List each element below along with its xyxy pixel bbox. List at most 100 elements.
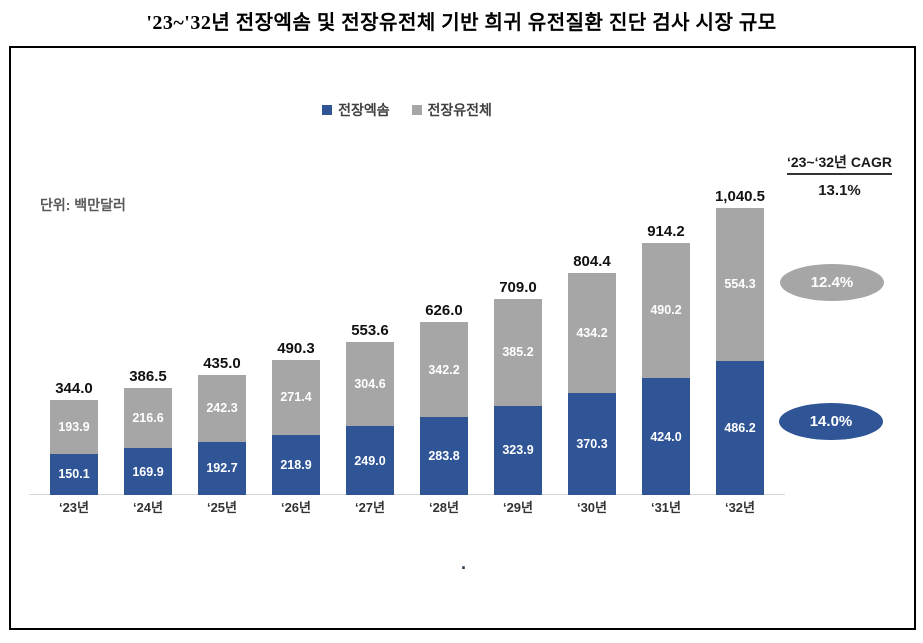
bar-segment-genome: 242.3 (198, 374, 246, 442)
bar-segment-value: 283.8 (428, 448, 460, 463)
bar-segment-value: 490.2 (650, 303, 682, 318)
bar-segment-value: 150.1 (58, 467, 90, 482)
cagr-oval-exome-value: 14.0% (809, 413, 853, 430)
x-axis-label: ‘23년 (58, 500, 90, 515)
bar-segment-genome: 385.2 (494, 299, 542, 406)
bar-segment-value: 271.4 (280, 390, 312, 405)
bar-segment-value: 554.3 (724, 277, 756, 292)
bar-group: 804.4 434.2 370.3 ‘30년 (555, 48, 629, 519)
bar-segment-value: 249.0 (354, 453, 386, 468)
bar-segment-exome: 192.7 (198, 441, 246, 495)
x-axis-label: ‘27년 (354, 500, 386, 515)
bar-segment-value: 218.9 (280, 457, 312, 472)
bar-group: 626.0 342.2 283.8 ‘28년 (407, 48, 481, 519)
bar-stack: 385.2 323.9 (494, 299, 542, 495)
bar-total-label: 914.2 (647, 222, 685, 240)
legend-swatch-exome-icon (322, 105, 333, 115)
bar-total-label: 804.4 (573, 253, 611, 271)
bar-total-label: 344.0 (55, 380, 93, 398)
bar-stack: 490.2 424.0 (642, 242, 690, 495)
legend-label-exome: 전장엑솜 (338, 102, 390, 118)
chart-legend: 전장엑솜 전장유전체 (37, 100, 777, 120)
cagr-header: ‘23~‘32년 CAGR (786, 152, 893, 175)
x-axis-line (29, 494, 785, 495)
x-axis-label: ‘25년 (206, 500, 238, 515)
bar-stack: 434.2 370.3 (568, 273, 616, 495)
legend-swatch-genome-icon (411, 105, 422, 115)
bar-segment-value: 385.2 (502, 345, 534, 360)
bar-segment-genome: 490.2 (642, 242, 690, 378)
bar-segment-value: 323.9 (502, 443, 534, 458)
bar-segment-genome: 216.6 (124, 388, 172, 449)
bar-total-label: 709.0 (499, 279, 537, 297)
x-axis-label: ‘29년 (502, 500, 534, 515)
cagr-block: ‘23~‘32년 CAGR 13.1% (763, 152, 916, 199)
cagr-total-value: 13.1% (818, 182, 861, 199)
bar-segment-exome: 218.9 (272, 434, 320, 495)
bar-segment-exome: 150.1 (50, 453, 98, 495)
bar-segment-value: 216.6 (132, 411, 164, 426)
x-axis-label: ‘30년 (576, 500, 608, 515)
bar-stack: 242.3 192.7 (198, 374, 246, 495)
x-axis-label: ‘26년 (280, 500, 312, 515)
bar-segment-value: 193.9 (58, 419, 90, 434)
bar-stack: 193.9 150.1 (50, 400, 98, 495)
bar-group: 553.6 304.6 249.0 ‘27년 (333, 48, 407, 519)
bar-segment-value: 192.7 (206, 461, 238, 476)
bar-total-label: 1,040.5 (714, 187, 766, 205)
cagr-oval-genome-value: 12.4% (810, 274, 854, 291)
bar-segment-genome: 193.9 (50, 400, 98, 454)
bar-group: 435.0 242.3 192.7 ‘25년 (185, 48, 259, 519)
x-axis-label: ‘28년 (428, 500, 460, 515)
bar-segment-genome: 271.4 (272, 359, 320, 435)
bar-segment-genome: 342.2 (420, 322, 468, 417)
bar-group: 1,040.5 554.3 486.2 ‘32년 (703, 48, 777, 519)
bar-segment-value: 370.3 (576, 436, 608, 451)
bar-segment-value: 424.0 (650, 429, 682, 444)
bar-group: 344.0 193.9 150.1 ‘23년 (37, 48, 111, 519)
page-title: '23~'32년 전장엑솜 및 전장유전체 기반 희귀 유전질환 진단 검사 시… (146, 12, 777, 34)
bar-stack: 271.4 218.9 (272, 359, 320, 495)
bar-group: 490.3 271.4 218.9 ‘26년 (259, 48, 333, 519)
bar-segment-exome: 283.8 (420, 416, 468, 495)
legend-item-genome: 전장유전체 (411, 100, 492, 120)
bar-segment-value: 242.3 (206, 401, 238, 416)
x-axis-label: ‘32년 (724, 500, 756, 515)
chart-box: 전장엑솜 전장유전체 단위: 백만달러 ‘23~‘32년 CAGR 13.1% … (9, 46, 916, 630)
bar-segment-exome: 169.9 (124, 448, 172, 495)
bar-segment-value: 434.2 (576, 325, 608, 340)
bar-segment-value: 342.2 (428, 362, 460, 377)
bar-segment-value: 486.2 (724, 420, 756, 435)
bar-segment-genome: 304.6 (346, 342, 394, 427)
bar-stack: 342.2 283.8 (420, 322, 468, 495)
bars-container: 344.0 193.9 150.1 ‘23년 386.5 216.6 169.9 ‘24년 43… (37, 48, 777, 519)
legend-label-genome: 전장유전체 (427, 102, 492, 118)
bar-total-label: 553.6 (351, 322, 389, 340)
footnote-dot: . (461, 553, 467, 573)
bar-stack: 304.6 249.0 (346, 342, 394, 495)
cagr-oval-genome: 12.4% (780, 264, 884, 301)
bar-segment-exome: 323.9 (494, 405, 542, 495)
bar-segment-exome: 249.0 (346, 426, 394, 495)
x-axis-label: ‘31년 (650, 500, 682, 515)
cagr-oval-exome: 14.0% (779, 403, 883, 440)
bar-segment-value: 304.6 (354, 377, 386, 392)
x-axis-label: ‘24년 (132, 500, 164, 515)
bar-group: 914.2 490.2 424.0 ‘31년 (629, 48, 703, 519)
bar-group: 709.0 385.2 323.9 ‘29년 (481, 48, 555, 519)
bar-segment-exome: 486.2 (716, 360, 764, 495)
bar-segment-exome: 370.3 (568, 392, 616, 495)
bar-stack: 216.6 169.9 (124, 388, 172, 495)
bar-total-label: 435.0 (203, 354, 241, 372)
bar-segment-exome: 424.0 (642, 378, 690, 495)
unit-label: 단위: 백만달러 (40, 197, 126, 213)
bar-stack: 554.3 486.2 (716, 207, 764, 495)
legend-item-exome: 전장엑솜 (322, 100, 390, 120)
bar-total-label: 386.5 (129, 368, 167, 386)
bar-segment-genome: 554.3 (716, 207, 764, 361)
bar-total-label: 490.3 (277, 339, 315, 357)
bar-segment-value: 169.9 (132, 464, 164, 479)
bar-segment-genome: 434.2 (568, 273, 616, 393)
bar-total-label: 626.0 (425, 302, 463, 320)
bar-group: 386.5 216.6 169.9 ‘24년 (111, 48, 185, 519)
